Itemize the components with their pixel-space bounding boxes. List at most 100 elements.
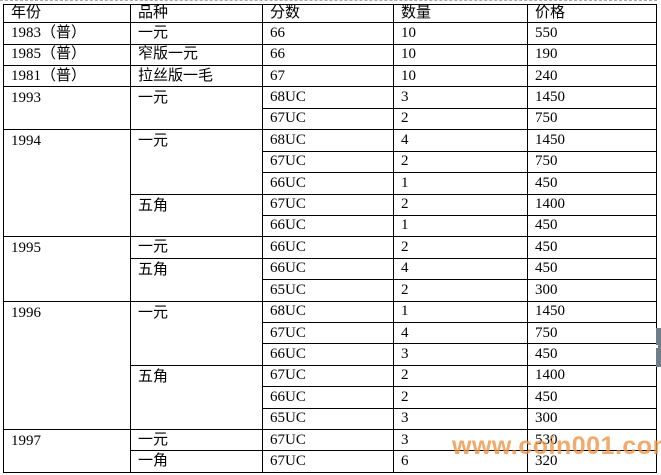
price-cell: 300 bbox=[527, 279, 657, 302]
variety-cell: 一元 bbox=[130, 428, 263, 452]
variety-cell: 五角 bbox=[130, 364, 263, 430]
price-cell: 240 bbox=[527, 65, 657, 88]
table-row: 1994 一元 68UC 4 1450 bbox=[3, 129, 657, 238]
grade-cell: 68UC bbox=[262, 129, 394, 152]
column-header-variety: 品种 bbox=[130, 3, 263, 24]
quantity-cell: 10 bbox=[393, 43, 528, 67]
grade-cell: 66UC bbox=[262, 386, 394, 409]
grade-cell: 65UC bbox=[262, 407, 394, 430]
grade-cell: 68UC bbox=[262, 300, 394, 323]
quantity-cell: 2 bbox=[393, 279, 528, 302]
price-cell: 750 bbox=[527, 150, 657, 174]
year-cell: 1996 bbox=[3, 300, 131, 430]
grade-cell: 67UC bbox=[262, 364, 394, 388]
table-row: 1981（普） 拉丝版一毛 67 10 240 bbox=[3, 65, 657, 88]
variety-cell: 一元 bbox=[130, 300, 263, 366]
price-cell: 450 bbox=[527, 257, 657, 281]
variety-cell: 五角 bbox=[130, 257, 263, 302]
grade-cell: 66 bbox=[262, 43, 394, 67]
quantity-cell: 2 bbox=[393, 193, 528, 216]
quantity-cell: 10 bbox=[393, 65, 528, 88]
quantity-cell: 2 bbox=[393, 107, 528, 131]
table-row: 67UC 2 750 bbox=[4, 107, 657, 131]
scrollbar-thumb[interactable] bbox=[656, 328, 661, 367]
variety-cell: 一元 bbox=[130, 22, 263, 45]
table-row: 66UC 1 450 bbox=[4, 214, 657, 238]
variety-cell: 一元 bbox=[130, 86, 263, 131]
quantity-cell: 1 bbox=[393, 300, 528, 323]
price-cell: 550 bbox=[527, 22, 657, 45]
header-row: 年份 品种 分数 数量 价格 bbox=[3, 3, 657, 24]
price-cell: 1400 bbox=[527, 364, 657, 388]
table-row: 1996 一元 68UC 1 1450 bbox=[3, 300, 657, 430]
grade-cell: 67UC bbox=[262, 321, 394, 345]
quantity-cell: 3 bbox=[393, 428, 528, 452]
quantity-cell: 4 bbox=[393, 257, 528, 281]
price-cell: 450 bbox=[527, 386, 657, 409]
year-cell: 1983（普） bbox=[3, 22, 131, 45]
grade-cell: 67 bbox=[262, 65, 394, 88]
price-cell: 450 bbox=[527, 172, 657, 195]
table-row: 一角 67UC 6 320 bbox=[4, 450, 657, 473]
quantity-cell: 4 bbox=[393, 321, 528, 345]
quantity-cell: 4 bbox=[393, 129, 528, 152]
price-cell: 1450 bbox=[527, 300, 657, 323]
column-header-price: 价格 bbox=[527, 3, 657, 24]
year-cell: 1985（普） bbox=[3, 43, 131, 67]
table-row: 65UC 3 300 bbox=[4, 407, 657, 430]
grade-cell: 67UC bbox=[262, 150, 394, 174]
coin-price-table: 年份 品种 分数 数量 价格 1983（普） 一元 66 10 550 1985… bbox=[3, 3, 657, 474]
year-cell: 1994 bbox=[3, 129, 131, 238]
table-row: 65UC 2 300 bbox=[4, 279, 657, 302]
price-cell: 450 bbox=[527, 214, 657, 238]
year-cell: 1993 bbox=[3, 86, 131, 131]
grade-cell: 66UC bbox=[262, 236, 394, 259]
quantity-cell: 3 bbox=[393, 407, 528, 430]
table-row: 1997 一元 67UC 3 530 bbox=[3, 428, 657, 474]
variety-cell: 拉丝版一毛 bbox=[130, 65, 263, 88]
quantity-cell: 3 bbox=[393, 86, 528, 109]
price-cell: 300 bbox=[527, 407, 657, 430]
price-cell: 750 bbox=[527, 321, 657, 345]
price-cell: 750 bbox=[527, 107, 657, 131]
price-cell: 450 bbox=[527, 343, 657, 366]
table-row: 66UC 3 450 bbox=[4, 343, 657, 366]
price-cell: 190 bbox=[527, 43, 657, 67]
table-row: 1995 一元 66UC 2 450 bbox=[3, 236, 657, 302]
variety-cell: 五角 bbox=[130, 193, 263, 238]
variety-cell: 一元 bbox=[130, 129, 263, 195]
grade-cell: 66UC bbox=[262, 343, 394, 366]
grade-cell: 67UC bbox=[262, 428, 394, 452]
price-cell: 530 bbox=[527, 428, 657, 452]
quantity-cell: 3 bbox=[393, 343, 528, 366]
page-top-divider bbox=[0, 0, 657, 1]
column-header-quantity: 数量 bbox=[393, 3, 528, 24]
year-cell: 1997 bbox=[3, 428, 131, 474]
table-row: 66UC 2 450 bbox=[4, 386, 657, 409]
quantity-cell: 1 bbox=[393, 172, 528, 195]
quantity-cell: 2 bbox=[393, 236, 528, 259]
grade-cell: 65UC bbox=[262, 279, 394, 302]
price-cell: 450 bbox=[527, 236, 657, 259]
quantity-cell: 2 bbox=[393, 386, 528, 409]
variety-cell: 一角 bbox=[130, 450, 263, 473]
price-cell: 1450 bbox=[527, 86, 657, 109]
table-row: 1983（普） 一元 66 10 550 bbox=[3, 22, 657, 45]
variety-cell: 窄版一元 bbox=[130, 43, 263, 67]
quantity-cell: 1 bbox=[393, 214, 528, 238]
year-cell: 1981（普） bbox=[3, 65, 131, 88]
column-header-year: 年份 bbox=[3, 3, 131, 24]
price-cell: 1450 bbox=[527, 129, 657, 152]
price-cell: 320 bbox=[527, 450, 657, 473]
grade-cell: 67UC bbox=[262, 450, 394, 473]
quantity-cell: 2 bbox=[393, 150, 528, 174]
table-row: 1985（普） 窄版一元 66 10 190 bbox=[3, 43, 657, 67]
quantity-cell: 6 bbox=[393, 450, 528, 473]
quantity-cell: 2 bbox=[393, 364, 528, 388]
grade-cell: 66UC bbox=[262, 214, 394, 238]
grade-cell: 68UC bbox=[262, 86, 394, 109]
table-row: 1993 一元 68UC 3 1450 bbox=[3, 86, 657, 131]
variety-cell: 一元 bbox=[130, 236, 263, 259]
price-cell: 1400 bbox=[527, 193, 657, 216]
